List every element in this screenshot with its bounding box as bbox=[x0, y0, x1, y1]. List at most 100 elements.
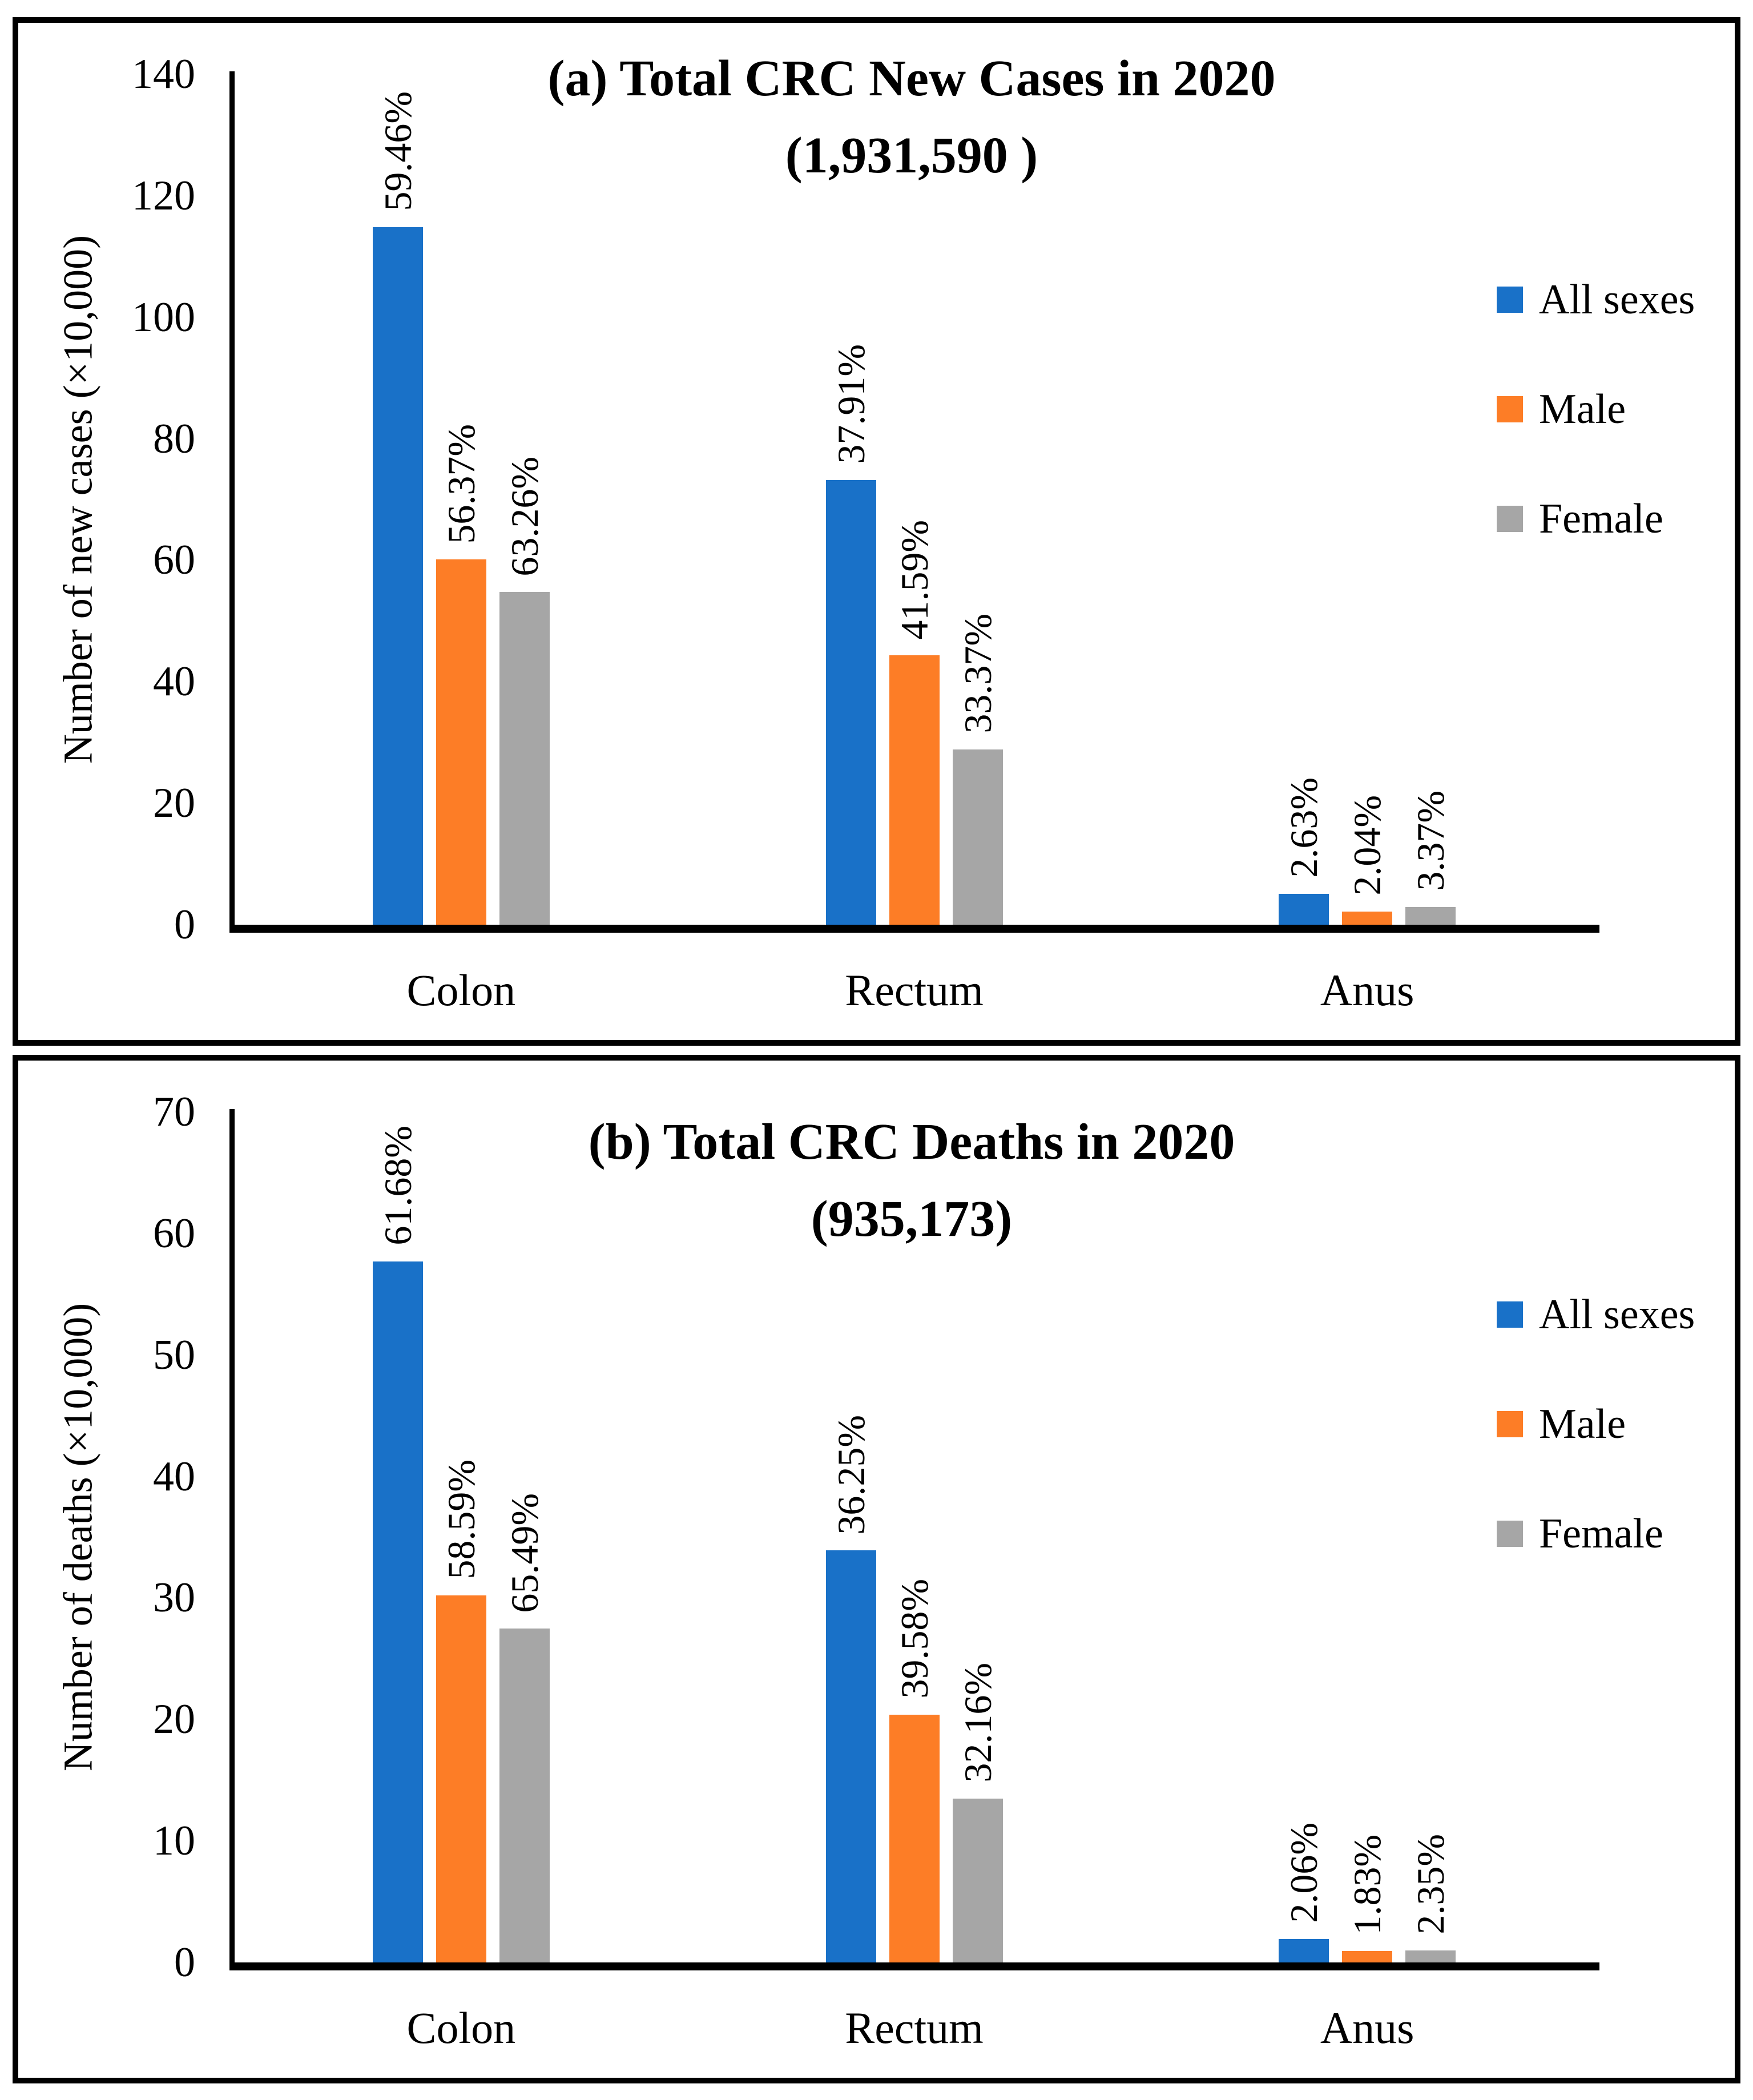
bar-all-sexes-anus bbox=[1279, 893, 1329, 925]
legend-swatch-all-sexes-icon bbox=[1497, 287, 1523, 313]
bar-slot-male-colon: 58.59% bbox=[436, 1112, 486, 1962]
y-axis-tick-label-60: 60 bbox=[153, 1210, 195, 1257]
y-axis-tick-label-10: 10 bbox=[153, 1817, 195, 1865]
x-axis-labels: Colon Rectum Anus bbox=[235, 965, 1594, 1016]
bar-slot-all-sexes-colon: 59.46% bbox=[372, 74, 423, 925]
x-axis-label-colon: Colon bbox=[406, 2003, 516, 2053]
bar-value-label-female-colon: 65.49% bbox=[502, 1493, 546, 1613]
legend-label-all-sexes: All sexes bbox=[1539, 276, 1695, 323]
bar-slot-female-anus: 3.37% bbox=[1405, 74, 1456, 925]
chart-title-total: (1,931,590 ) bbox=[785, 127, 1038, 184]
legend-swatch-female-icon bbox=[1497, 506, 1523, 532]
legend-swatch-male-icon bbox=[1497, 1411, 1523, 1437]
bar-all-sexes-colon bbox=[372, 227, 423, 925]
bar-all-sexes-rectum bbox=[825, 479, 876, 925]
bar-value-label-male-anus: 2.04% bbox=[1345, 795, 1389, 896]
bar-all-sexes-rectum bbox=[825, 1550, 876, 1962]
bar-value-label-female-anus: 2.35% bbox=[1409, 1834, 1453, 1934]
bar-slot-male-anus: 2.04% bbox=[1342, 74, 1393, 925]
x-axis-label-rectum: Rectum bbox=[845, 2003, 984, 2053]
bar-slot-female-rectum: 32.16% bbox=[952, 1112, 1003, 1962]
bar-male-colon bbox=[436, 1595, 486, 1962]
legend: All sexes Male Female bbox=[1497, 1293, 1736, 1622]
legend-swatch-male-icon bbox=[1497, 396, 1523, 422]
bar-value-label-male-rectum: 41.59% bbox=[892, 519, 936, 640]
panel-deaths: (b) Total CRC Deaths in 2020 (935,173) N… bbox=[13, 1055, 1740, 2083]
x-axis-line bbox=[229, 925, 1599, 933]
bar-value-label-male-colon: 58.59% bbox=[439, 1460, 483, 1579]
chart-title-line1: (a) Total CRC New Cases in 2020 bbox=[547, 50, 1276, 107]
bar-male-colon bbox=[436, 559, 486, 925]
legend-label-male: Male bbox=[1539, 386, 1626, 433]
bar-value-label-female-anus: 3.37% bbox=[1409, 791, 1453, 892]
y-axis-tick-label-100: 100 bbox=[132, 293, 195, 341]
bar-female-colon bbox=[499, 1629, 550, 1962]
bar-value-label-male-rectum: 39.58% bbox=[892, 1578, 936, 1699]
legend-item-all-sexes: All sexes bbox=[1497, 279, 1736, 321]
y-axis-tick-label-20: 20 bbox=[153, 1696, 195, 1743]
legend-item-male: Male bbox=[1497, 388, 1736, 430]
bar-value-label-all-sexes-anus: 2.06% bbox=[1282, 1823, 1326, 1923]
chart-title-total: (935,173) bbox=[811, 1191, 1013, 1247]
bar-slot-male-rectum: 39.58% bbox=[889, 1112, 940, 1962]
bar-slot-female-colon: 65.49% bbox=[499, 1112, 550, 1962]
category-group-rectum: 36.25% 39.58% 32.16% bbox=[688, 1112, 1141, 1962]
bar-slot-all-sexes-rectum: 37.91% bbox=[825, 74, 876, 925]
y-axis-tick-label-60: 60 bbox=[153, 537, 195, 584]
bar-female-rectum bbox=[952, 1798, 1003, 1962]
y-axis-tick-label-80: 80 bbox=[153, 415, 195, 462]
x-axis-labels: Colon Rectum Anus bbox=[235, 2002, 1594, 2054]
bar-all-sexes-anus bbox=[1279, 1938, 1329, 1962]
y-axis-tick-label-140: 140 bbox=[132, 51, 195, 98]
bar-slot-all-sexes-anus: 2.63% bbox=[1279, 74, 1329, 925]
bar-male-anus bbox=[1342, 911, 1393, 925]
legend-item-all-sexes: All sexes bbox=[1497, 1293, 1736, 1336]
legend-label-all-sexes: All sexes bbox=[1539, 1291, 1695, 1338]
bar-value-label-all-sexes-colon: 61.68% bbox=[376, 1126, 420, 1246]
bar-slot-male-rectum: 41.59% bbox=[889, 74, 940, 925]
plot-area: 0 10 20 30 40 50 60 70 61.68% 58.59% 65.49% 36.25%… bbox=[153, 1091, 1599, 2053]
legend: All sexes Male Female bbox=[1497, 279, 1736, 607]
legend-label-male: Male bbox=[1539, 1401, 1626, 1448]
x-axis-label-anus: Anus bbox=[1320, 2003, 1415, 2053]
bar-groups: 59.46% 56.37% 63.26% 37.91% 41.59% 33.37% 2.63… bbox=[235, 74, 1594, 925]
legend-item-female: Female bbox=[1497, 498, 1736, 540]
bar-slot-all-sexes-colon: 61.68% bbox=[372, 1112, 423, 1962]
bar-groups: 61.68% 58.59% 65.49% 36.25% 39.58% 32.16% 2.06… bbox=[235, 1112, 1594, 1962]
category-group-rectum: 37.91% 41.59% 33.37% bbox=[688, 74, 1141, 925]
bar-slot-female-anus: 2.35% bbox=[1405, 1112, 1456, 1962]
y-axis-tick-label-70: 70 bbox=[153, 1089, 195, 1135]
bar-slot-male-colon: 56.37% bbox=[436, 74, 486, 925]
category-group-anus: 2.06% 1.83% 2.35% bbox=[1141, 1112, 1594, 1962]
bar-value-label-female-rectum: 33.37% bbox=[956, 613, 1000, 733]
y-axis-tick-label-20: 20 bbox=[153, 780, 195, 827]
bar-value-label-male-colon: 56.37% bbox=[439, 424, 483, 544]
bar-value-label-all-sexes-rectum: 37.91% bbox=[829, 344, 873, 464]
bar-all-sexes-colon bbox=[372, 1261, 423, 1962]
bar-value-label-female-rectum: 32.16% bbox=[956, 1663, 1000, 1783]
chart-title: (b) Total CRC Deaths in 2020 (935,173) bbox=[229, 1103, 1594, 1257]
bar-value-label-all-sexes-anus: 2.63% bbox=[1282, 777, 1326, 878]
y-axis-tick-label-30: 30 bbox=[153, 1574, 195, 1622]
category-group-colon: 59.46% 56.37% 63.26% bbox=[235, 74, 688, 925]
bar-female-rectum bbox=[952, 749, 1003, 925]
bar-slot-all-sexes-anus: 2.06% bbox=[1279, 1112, 1329, 1962]
legend-swatch-female-icon bbox=[1497, 1521, 1523, 1547]
legend-swatch-all-sexes-icon bbox=[1497, 1301, 1523, 1328]
chart-title: (a) Total CRC New Cases in 2020 (1,931,5… bbox=[229, 40, 1594, 194]
bar-value-label-all-sexes-colon: 59.46% bbox=[376, 91, 420, 211]
y-axis-tick-label-50: 50 bbox=[153, 1331, 195, 1378]
bar-value-label-all-sexes-rectum: 36.25% bbox=[829, 1414, 873, 1535]
bar-slot-female-rectum: 33.37% bbox=[952, 74, 1003, 925]
bar-slot-all-sexes-rectum: 36.25% bbox=[825, 1112, 876, 1962]
y-axis-tick-label-0: 0 bbox=[174, 901, 195, 948]
y-axis-tick-label-120: 120 bbox=[132, 172, 195, 219]
y-axis-line bbox=[229, 1109, 235, 1962]
y-axis-tick-label-40: 40 bbox=[153, 1453, 195, 1500]
bar-slot-male-anus: 1.83% bbox=[1342, 1112, 1393, 1962]
x-axis-label-anus: Anus bbox=[1320, 965, 1415, 1015]
bar-slot-female-colon: 63.26% bbox=[499, 74, 550, 925]
bar-value-label-female-colon: 63.26% bbox=[502, 456, 546, 577]
y-axis-line bbox=[229, 71, 235, 925]
panel-new-cases: (a) Total CRC New Cases in 2020 (1,931,5… bbox=[13, 17, 1740, 1046]
